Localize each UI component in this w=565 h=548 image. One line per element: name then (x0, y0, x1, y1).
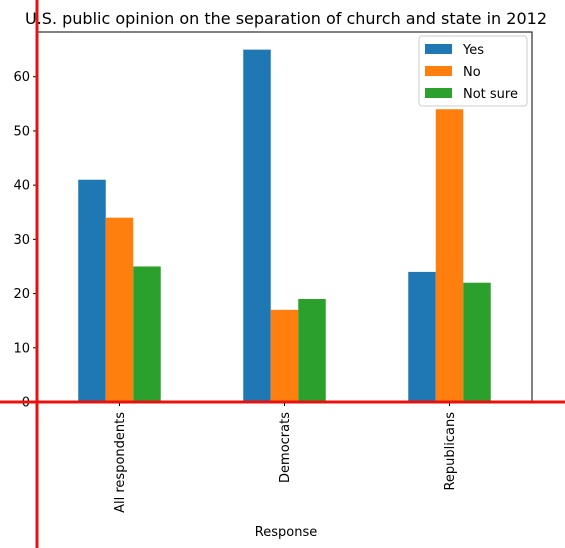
y-tick-label: 60 (13, 70, 30, 85)
y-tick-label: 30 (13, 233, 30, 248)
y-tick-label: 40 (13, 179, 30, 194)
bar-not-sure-all-respondents (133, 266, 161, 402)
chart-title: U.S. public opinion on the separation of… (25, 9, 547, 28)
x-axis: All respondents Democrats Republicans (113, 402, 458, 513)
bars-group (78, 49, 491, 402)
y-tick-label: 50 (13, 124, 30, 139)
y-tick-label: 10 (13, 341, 30, 356)
bar-no-all-respondents (105, 217, 134, 402)
bar-no-democrats (270, 309, 299, 402)
bar-yes-all-respondents (78, 179, 106, 402)
bar-yes-republicans (408, 271, 436, 402)
legend-label: Not sure (463, 87, 518, 102)
legend-label: No (463, 65, 481, 80)
bar-no-republicans (435, 109, 464, 402)
y-tick-label: 20 (13, 287, 30, 302)
legend-swatch (425, 44, 452, 54)
bar-not-sure-democrats (298, 298, 326, 402)
x-tick-label: All respondents (113, 412, 128, 513)
bar-yes-democrats (243, 49, 271, 402)
legend: Yes No Not sure (418, 35, 528, 107)
x-tick-label: Republicans (443, 412, 458, 491)
y-axis: 0102030405060 (13, 70, 37, 411)
legend-label: Yes (462, 43, 484, 58)
x-tick-label: Democrats (278, 412, 293, 483)
legend-swatch (425, 66, 452, 76)
bar-not-sure-republicans (463, 282, 491, 402)
x-axis-label: Response (255, 525, 317, 540)
legend-swatch (425, 88, 452, 98)
